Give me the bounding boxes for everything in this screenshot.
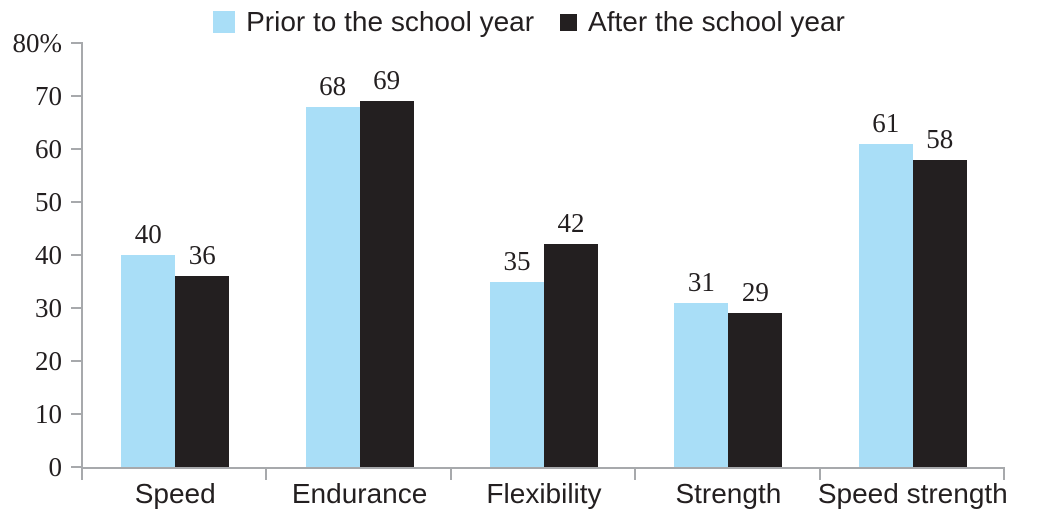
- y-axis-tick: [71, 360, 83, 362]
- x-axis-tick: [1003, 469, 1005, 480]
- bar-value-label: 36: [188, 240, 216, 271]
- y-axis-tick-label: 40: [35, 240, 62, 270]
- legend-swatch-prior: [213, 11, 236, 33]
- x-axis-tick: [818, 469, 821, 480]
- x-axis-label-speed: Speed: [134, 478, 216, 509]
- bar-value-label: 58: [926, 123, 954, 154]
- y-axis-tick-label: 60: [35, 134, 62, 164]
- y-axis-tick-label: 50: [35, 187, 62, 217]
- x-axis-tick: [634, 469, 637, 480]
- legend-item-prior: Prior to the school year: [213, 4, 534, 40]
- y-axis-tick: [71, 466, 83, 468]
- y-axis-line: [81, 43, 83, 469]
- x-axis-line: [81, 467, 1005, 469]
- bar-value-label: 29: [741, 277, 769, 308]
- bar-value-label: 61: [872, 107, 900, 138]
- bar-value-label: 69: [373, 65, 401, 96]
- legend-swatch-after: [560, 13, 578, 31]
- bar-prior-to-the-school-year-speed: [121, 255, 176, 467]
- bar-value-label: 68: [319, 70, 347, 101]
- bar-value-label: 40: [134, 219, 162, 249]
- y-axis-tick: [71, 201, 83, 203]
- y-axis-tick: [71, 413, 83, 415]
- bar-after-the-school-year-endurance: [359, 101, 414, 467]
- bar-after-the-school-year-speed: [175, 276, 230, 467]
- y-axis-tick: [71, 307, 83, 309]
- bar-prior-to-the-school-year-flexibility: [490, 281, 544, 467]
- y-axis-tick-label: 10: [35, 399, 62, 429]
- bar-after-the-school-year-flexibility: [544, 244, 598, 467]
- x-axis-label-speed-strength: Speed strength: [817, 478, 1008, 509]
- bar-after-the-school-year-strength: [728, 313, 783, 467]
- bar-value-label: 35: [503, 245, 531, 276]
- y-axis-tick: [71, 95, 83, 97]
- bar-prior-to-the-school-year-endurance: [305, 106, 360, 467]
- legend-item-after: After the school year: [560, 4, 845, 40]
- x-axis-tick: [81, 469, 83, 480]
- y-axis-tick-label: 30: [35, 293, 62, 323]
- x-axis-tick: [449, 469, 452, 480]
- y-axis-tick: [71, 254, 83, 256]
- x-axis-tick: [265, 469, 268, 480]
- bar-prior-to-the-school-year-speed-strength: [858, 143, 913, 467]
- x-axis-label-endurance: Endurance: [291, 478, 428, 509]
- y-axis-tick-label: 0: [48, 452, 63, 482]
- x-axis-label-flexibility: Flexibility: [486, 478, 602, 509]
- legend-label-prior: Prior to the school year: [246, 6, 535, 37]
- y-axis-tick-label: 70: [35, 81, 62, 111]
- legend: Prior to the school year After the schoo…: [0, 4, 1058, 40]
- bar-value-label: 31: [687, 266, 715, 297]
- bar-after-the-school-year-speed-strength: [912, 159, 967, 467]
- x-axis-label-strength: Strength: [675, 478, 782, 509]
- y-axis-tick: [71, 42, 83, 44]
- y-axis-tick: [71, 148, 83, 150]
- y-axis-tick-label: 80%: [12, 28, 63, 58]
- bar-value-label: 42: [557, 208, 585, 239]
- bar-prior-to-the-school-year-strength: [674, 302, 729, 467]
- legend-label-after: After the school year: [588, 6, 845, 37]
- y-axis-tick-label: 20: [35, 346, 62, 376]
